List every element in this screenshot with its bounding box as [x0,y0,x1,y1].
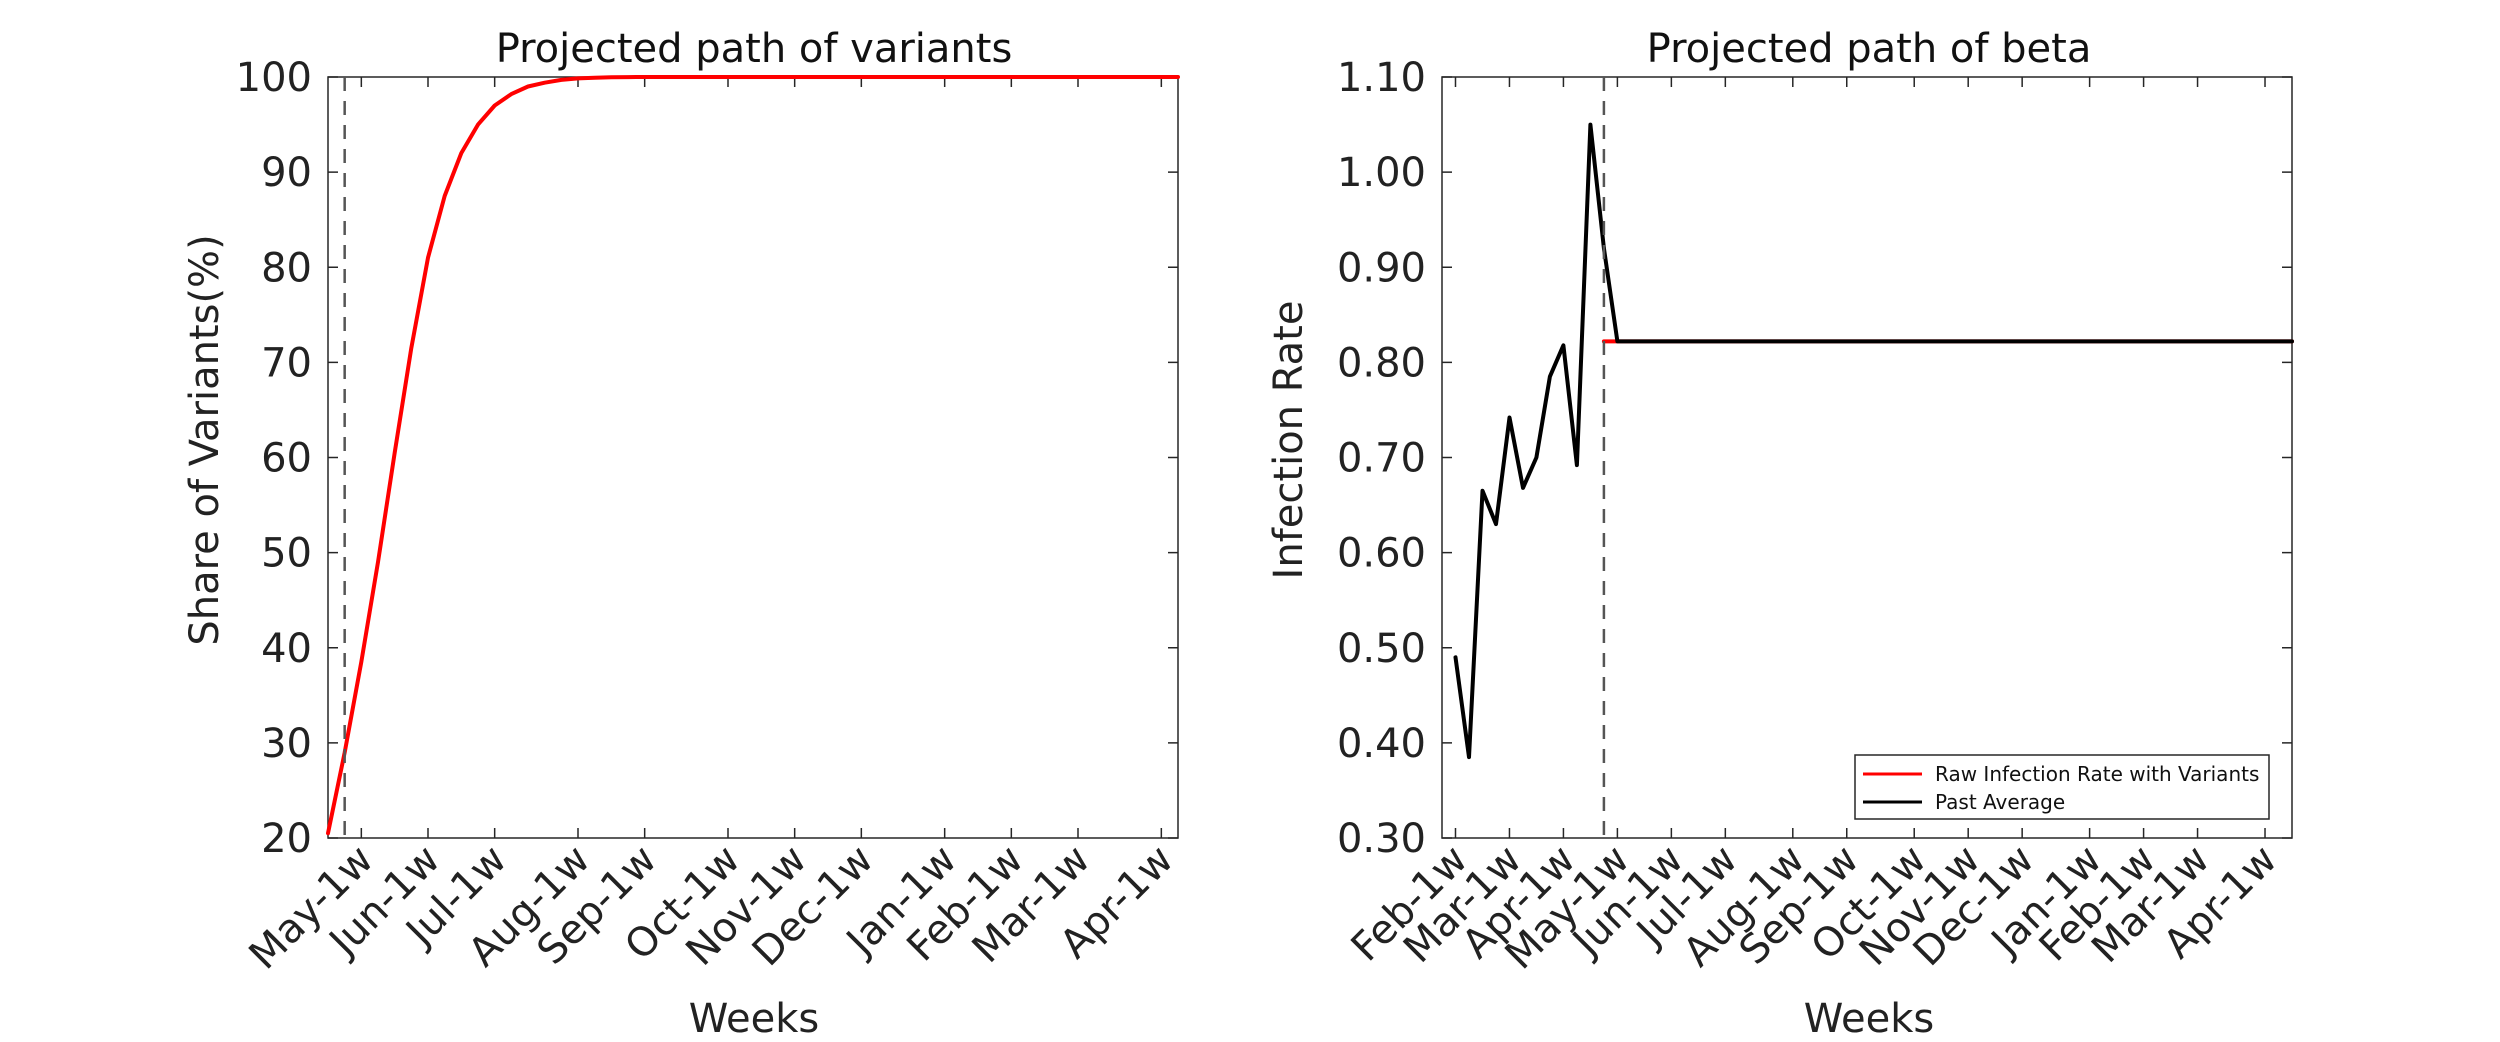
y-tick-label: 0.70 [1337,436,1426,482]
legend-label: Past Average [1935,790,2065,814]
y-tick-label: 90 [261,150,312,196]
y-axis-label: Infection Rate [1266,301,1312,580]
y-tick-label: 30 [261,721,312,767]
series-line-past-average [1453,122,2294,760]
plot-area-frame [327,76,1179,839]
chart-1-plot: 0.300.400.500.600.700.800.901.001.10Feb-… [1337,55,2294,978]
legend-box [1854,754,2270,820]
y-tick-label: 40 [261,626,312,672]
y-tick-label: 0.40 [1337,721,1426,767]
chart-panel-variants: Projected path of variants 20 30 40 50 60 70 8… [182,26,1182,1042]
y-tick-label: 60 [261,436,312,482]
y-axis-label: Share of Variants(%) [182,234,228,645]
plot-area-frame [1441,76,2293,839]
legend: Raw Infection Rate with Variants Past Av… [1854,754,2270,820]
legend-label: Raw Infection Rate with Variants [1935,762,2259,786]
y-tick-label: 70 [261,340,312,386]
series-line [326,75,1180,836]
chart-panel-beta: Projected path of beta 0.30 0.40 0.50 0.60 0… [1266,26,2294,1042]
y-tick-label: 0.30 [1337,816,1426,862]
y-tick-label: 1.10 [1337,55,1426,101]
y-tick-label: 0.50 [1337,626,1426,672]
x-axis-label: Weeks [1804,996,1934,1042]
y-tick-label: 100 [236,55,312,101]
y-tick-label: 20 [261,816,312,862]
y-tick-label: 50 [261,531,312,577]
y-tick-label: 0.90 [1337,245,1426,291]
x-axis-label: Weeks [689,996,819,1042]
chart-title: Projected path of beta [1647,26,2092,72]
y-tick-label: 80 [261,245,312,291]
chart-title: Projected path of variants [496,26,1013,72]
y-tick-label: 0.60 [1337,531,1426,577]
y-tick-label: 0.80 [1337,340,1426,386]
y-tick-label: 1.00 [1337,150,1426,196]
